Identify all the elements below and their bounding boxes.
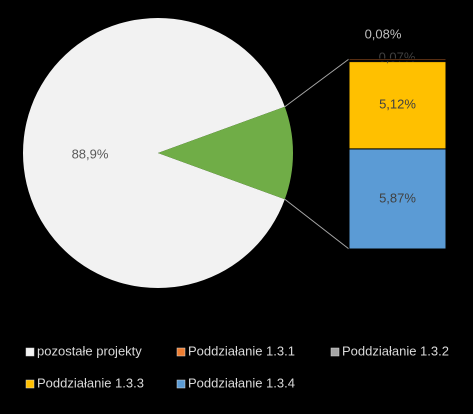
bar-segment (348, 148, 447, 250)
legend-label: Poddziałanie 1.3.3 (37, 375, 144, 390)
legend-label: Poddziałanie 1.3.1 (188, 343, 295, 358)
pie-slice-aggregate (158, 106, 293, 200)
legend-swatch (330, 347, 340, 357)
data-label: 5,87% (379, 190, 416, 205)
connector (284, 198, 350, 250)
data-label: 0,07% (379, 49, 416, 64)
bar-segment (348, 58, 447, 61)
bar-segment (348, 61, 447, 150)
legend-label: Poddziałanie 1.3.2 (342, 343, 449, 358)
pie-slice (22, 18, 285, 289)
legend-label: pozostałe projekty (37, 343, 142, 358)
legend-swatch (25, 347, 35, 357)
legend-swatch (25, 379, 35, 389)
data-label: 88,9% (72, 146, 109, 161)
legend-swatch (176, 379, 186, 389)
legend-swatch (176, 347, 186, 357)
data-label: 0,08% (365, 26, 402, 41)
data-label: 5,12% (379, 97, 416, 112)
legend-label: Poddziałanie 1.3.4 (188, 375, 295, 390)
connector (284, 58, 350, 108)
